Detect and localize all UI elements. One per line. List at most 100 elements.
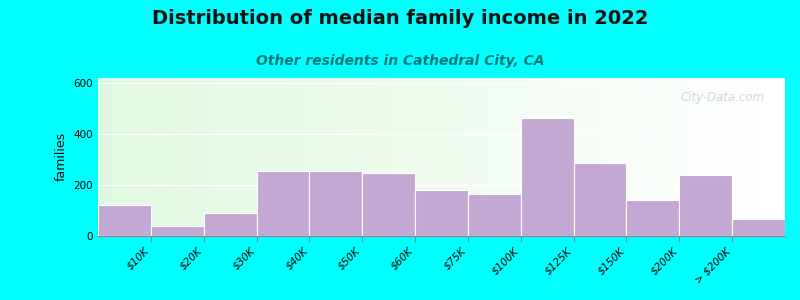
Bar <box>662 78 668 236</box>
Bar <box>332 78 338 236</box>
Bar <box>732 219 785 236</box>
Bar <box>648 78 654 236</box>
Bar <box>723 78 730 236</box>
Bar <box>455 78 462 236</box>
Text: Distribution of median family income in 2022: Distribution of median family income in … <box>152 9 648 28</box>
Bar <box>758 78 764 236</box>
Bar <box>448 78 455 236</box>
Bar <box>290 78 298 236</box>
Bar <box>318 78 325 236</box>
Bar <box>256 78 263 236</box>
Bar <box>572 78 579 236</box>
Bar <box>586 78 593 236</box>
Bar <box>468 194 521 236</box>
Bar <box>696 78 702 236</box>
Bar <box>414 78 421 236</box>
Bar <box>510 78 517 236</box>
Bar <box>730 78 737 236</box>
Bar <box>283 78 290 236</box>
Bar <box>394 78 400 236</box>
Bar <box>675 78 682 236</box>
Bar <box>682 78 689 236</box>
Bar <box>702 78 710 236</box>
Bar <box>139 78 146 236</box>
Bar <box>524 78 531 236</box>
Bar <box>153 78 160 236</box>
Bar <box>208 78 215 236</box>
Bar <box>380 78 386 236</box>
Bar <box>641 78 648 236</box>
Bar <box>593 78 599 236</box>
Bar <box>151 226 204 236</box>
Bar <box>579 78 586 236</box>
Bar <box>497 78 503 236</box>
Bar <box>634 78 641 236</box>
Bar <box>614 78 620 236</box>
Bar <box>298 78 304 236</box>
Bar <box>160 78 166 236</box>
Bar <box>503 78 510 236</box>
Bar <box>521 118 574 236</box>
Bar <box>235 78 242 236</box>
Bar <box>126 78 132 236</box>
Bar <box>366 78 373 236</box>
Bar <box>187 78 194 236</box>
Bar <box>442 78 448 236</box>
Bar <box>112 78 118 236</box>
Bar <box>764 78 771 236</box>
Bar <box>249 78 256 236</box>
Bar <box>338 78 346 236</box>
Bar <box>476 78 482 236</box>
Bar <box>373 78 380 236</box>
Bar <box>204 213 257 236</box>
Bar <box>304 78 311 236</box>
Bar <box>517 78 524 236</box>
Bar <box>469 78 476 236</box>
Bar <box>310 171 362 236</box>
Y-axis label: families: families <box>55 132 68 181</box>
Bar <box>201 78 208 236</box>
Bar <box>710 78 716 236</box>
Bar <box>750 78 758 236</box>
Bar <box>98 205 151 236</box>
Bar <box>132 78 139 236</box>
Bar <box>270 78 277 236</box>
Bar <box>146 78 153 236</box>
Text: City-Data.com: City-Data.com <box>680 91 764 103</box>
Bar <box>538 78 545 236</box>
Bar <box>626 200 679 236</box>
Bar <box>620 78 627 236</box>
Bar <box>215 78 222 236</box>
Bar <box>434 78 442 236</box>
Bar <box>558 78 565 236</box>
Bar <box>174 78 181 236</box>
Bar <box>194 78 201 236</box>
Bar <box>362 173 415 236</box>
Bar <box>778 78 785 236</box>
Bar <box>668 78 675 236</box>
Text: Other residents in Cathedral City, CA: Other residents in Cathedral City, CA <box>256 54 544 68</box>
Bar <box>222 78 229 236</box>
Bar <box>359 78 366 236</box>
Bar <box>679 175 732 236</box>
Bar <box>263 78 270 236</box>
Bar <box>606 78 614 236</box>
Bar <box>118 78 126 236</box>
Bar <box>744 78 750 236</box>
Bar <box>257 171 310 236</box>
Bar <box>386 78 394 236</box>
Bar <box>531 78 538 236</box>
Bar <box>428 78 434 236</box>
Bar <box>716 78 723 236</box>
Bar <box>242 78 249 236</box>
Bar <box>490 78 497 236</box>
Bar <box>400 78 407 236</box>
Bar <box>627 78 634 236</box>
Bar <box>181 78 187 236</box>
Bar <box>229 78 235 236</box>
Bar <box>599 78 606 236</box>
Bar <box>654 78 662 236</box>
Bar <box>277 78 283 236</box>
Bar <box>689 78 696 236</box>
Bar <box>565 78 572 236</box>
